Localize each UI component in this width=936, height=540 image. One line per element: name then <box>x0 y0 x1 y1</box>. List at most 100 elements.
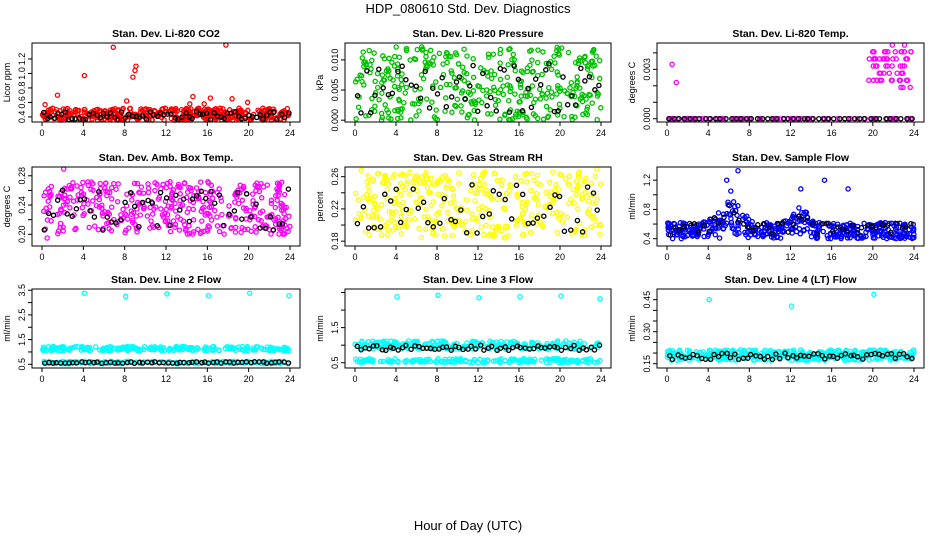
data-point <box>487 88 493 95</box>
data-point <box>398 213 404 219</box>
data-point <box>378 110 385 117</box>
data-point <box>107 107 114 113</box>
data-point <box>48 183 55 190</box>
y-tick-label: 1.2 <box>642 174 652 187</box>
reference-point <box>410 186 416 192</box>
data-point <box>808 233 815 240</box>
data-point <box>482 190 488 197</box>
data-point <box>478 224 485 230</box>
data-point <box>447 200 454 206</box>
reference-point <box>62 109 69 115</box>
x-tick-label: 8 <box>434 374 439 384</box>
data-point <box>108 196 115 202</box>
reference-point <box>257 111 263 118</box>
data-point <box>48 191 54 198</box>
reference-point <box>150 112 156 118</box>
x-axis-label: Hour of Day (UTC) <box>413 518 523 533</box>
data-point <box>546 84 552 91</box>
data-point <box>490 231 497 238</box>
plot-frame <box>344 288 612 369</box>
reference-point <box>726 202 733 209</box>
reference-point <box>719 350 725 357</box>
reference-point <box>564 101 571 108</box>
reference-point <box>724 350 730 357</box>
reference-point <box>208 188 214 195</box>
data-point <box>537 181 544 188</box>
panel-7: Stan. Dev. Line 2 Flow ml/min 0 4 8 12 16 20 24 0… <box>2 274 301 384</box>
data-point <box>585 198 592 205</box>
data-point <box>579 192 585 198</box>
reference-point <box>199 359 205 366</box>
data-point <box>422 66 429 72</box>
data-point <box>492 102 499 109</box>
data-point <box>243 205 249 212</box>
data-point <box>884 63 891 69</box>
reference-point <box>403 77 409 83</box>
reference-point <box>139 360 146 366</box>
data-point <box>436 50 443 57</box>
data-point <box>547 193 554 200</box>
data-point <box>523 89 529 96</box>
data-point <box>522 206 529 212</box>
data-point <box>573 178 580 184</box>
reference-point <box>667 352 673 359</box>
reference-point <box>113 220 119 226</box>
reference-point <box>484 103 490 109</box>
data-point <box>403 45 410 52</box>
reference-point <box>556 193 563 200</box>
data-point <box>555 85 561 91</box>
data-point <box>866 56 873 62</box>
data-point <box>894 231 900 238</box>
y-tick-label: 0.4 <box>17 111 27 124</box>
data-point <box>854 115 861 122</box>
reference-point <box>448 94 455 100</box>
reference-point <box>532 76 539 82</box>
reference-point <box>354 93 361 99</box>
data-point <box>264 347 270 353</box>
data-point <box>113 186 119 192</box>
reference-point <box>399 63 405 70</box>
reference-point <box>452 218 459 225</box>
data-point <box>423 176 430 182</box>
x-tick-label: 16 <box>827 128 837 138</box>
data-point <box>883 56 890 62</box>
reference-point <box>221 222 227 229</box>
data-point <box>280 218 287 224</box>
reference-point <box>181 359 187 366</box>
data-point <box>480 231 487 238</box>
data-point <box>568 196 574 202</box>
data-point <box>495 98 502 104</box>
reference-point <box>502 196 508 203</box>
x-tick-label: 0 <box>39 374 44 384</box>
reference-point <box>168 111 174 117</box>
data-point <box>133 213 140 219</box>
data-point <box>279 108 286 115</box>
data-point <box>374 84 381 91</box>
x-tick-label: 4 <box>81 128 86 138</box>
data-point <box>898 84 904 91</box>
data-point <box>99 205 105 211</box>
data-point <box>537 96 544 102</box>
data-point <box>86 224 92 231</box>
reference-point <box>173 192 179 199</box>
data-point <box>241 226 248 233</box>
y-tick-label: 2.5 <box>17 309 27 322</box>
x-tick-label: 16 <box>514 252 524 262</box>
data-point <box>386 55 392 62</box>
reference-point <box>281 114 288 121</box>
data-point <box>546 179 553 185</box>
x-tick-label: 12 <box>785 252 795 262</box>
reference-point <box>91 359 97 366</box>
y-tick-label: 3.5 <box>17 284 27 297</box>
reference-point <box>702 356 709 362</box>
x-tick-label: 20 <box>244 252 254 262</box>
reference-point <box>468 343 474 349</box>
reference-point <box>371 224 377 231</box>
data-point <box>429 99 435 105</box>
data-point <box>735 222 741 229</box>
data-point <box>527 92 534 99</box>
data-point <box>72 109 79 115</box>
data-point <box>208 182 215 189</box>
data-point <box>720 211 727 218</box>
data-point <box>439 203 445 209</box>
